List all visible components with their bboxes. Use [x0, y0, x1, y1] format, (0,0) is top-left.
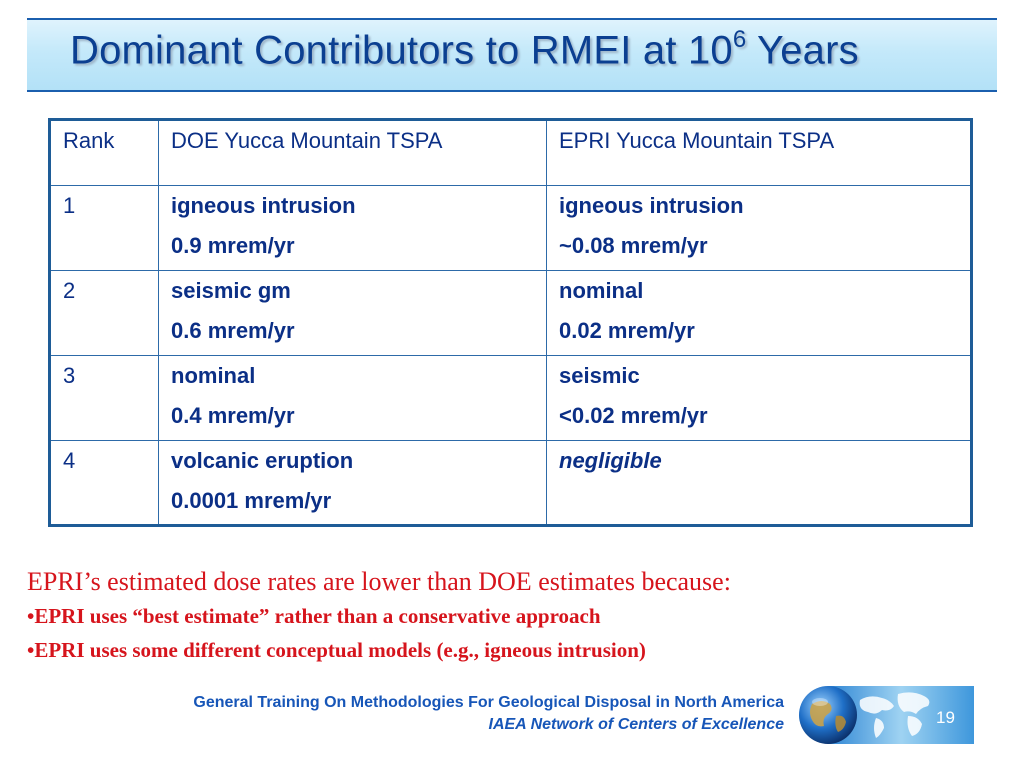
doe-cell: igneous intrusion 0.9 mrem/yr [158, 185, 547, 271]
title-main: Dominant Contributors to RMEI at 10 [70, 28, 733, 73]
title-banner [27, 18, 997, 92]
epri-dose: ~0.08 mrem/yr [559, 233, 708, 258]
epri-contributor: seismic [559, 363, 640, 388]
page-number: 19 [936, 708, 955, 727]
epri-contributor: igneous intrusion [559, 193, 744, 218]
table-header-row: Rank DOE Yucca Mountain TSPA EPRI Yucca … [49, 119, 972, 186]
doe-dose: 0.0001 mrem/yr [171, 488, 332, 513]
rank-cell: 2 [49, 270, 159, 356]
doe-cell: volcanic eruption 0.0001 mrem/yr [158, 440, 547, 526]
rank-cell: 3 [49, 355, 159, 441]
doe-contributor: seismic gm [171, 278, 291, 303]
doe-contributor: igneous intrusion [171, 193, 356, 218]
footer-line-1: General Training On Methodologies For Ge… [193, 694, 784, 711]
globe-world-map-logo-icon [799, 686, 974, 744]
doe-dose: 0.6 mrem/yr [171, 318, 295, 343]
slide-title: Dominant Contributors to RMEI at 106 Yea… [70, 26, 859, 73]
note-lead: EPRI’s estimated dose rates are lower th… [27, 567, 731, 596]
footer-line-2: IAEA Network of Centers of Excellence [488, 716, 785, 733]
contributors-table: Rank DOE Yucca Mountain TSPA EPRI Yucca … [48, 118, 973, 527]
note-bullet: •EPRI uses some different conceptual mod… [27, 638, 646, 662]
epri-cell: seismic <0.02 mrem/yr [546, 355, 972, 441]
epri-contributor: nominal [559, 278, 644, 303]
doe-dose: 0.4 mrem/yr [171, 403, 295, 428]
rank-cell: 4 [49, 440, 159, 526]
title-superscript: 6 [732, 26, 747, 53]
table-row: 4 volcanic eruption 0.0001 mrem/yr neglig… [49, 440, 972, 526]
note-bullet: •EPRI uses “best estimate” rather than a… [27, 604, 601, 628]
doe-contributor: nominal [171, 363, 256, 388]
header-epri: EPRI Yucca Mountain TSPA [546, 119, 972, 186]
header-rank: Rank [49, 119, 159, 186]
rank-cell: 1 [49, 185, 159, 271]
doe-cell: nominal 0.4 mrem/yr [158, 355, 547, 441]
table-row: 1 igneous intrusion 0.9 mrem/yr igneous i… [49, 185, 972, 271]
explanation-note: EPRI’s estimated dose rates are lower th… [27, 565, 997, 667]
epri-contributor: negligible [559, 448, 662, 473]
epri-cell: negligible [546, 440, 972, 526]
doe-dose: 0.9 mrem/yr [171, 233, 295, 258]
doe-cell: seismic gm 0.6 mrem/yr [158, 270, 547, 356]
epri-cell: nominal 0.02 mrem/yr [546, 270, 972, 356]
table-row: 3 nominal 0.4 mrem/yr seismic <0.02 mrem/y… [49, 355, 972, 441]
doe-contributor: volcanic eruption [171, 448, 354, 473]
epri-dose: <0.02 mrem/yr [559, 403, 708, 428]
epri-cell: igneous intrusion ~0.08 mrem/yr [546, 185, 972, 271]
title-end: Years [746, 28, 859, 73]
footer: General Training On Methodologies For Ge… [193, 692, 784, 736]
table-row: 2 seismic gm 0.6 mrem/yr nominal 0.02 mrem… [49, 270, 972, 356]
epri-dose: 0.02 mrem/yr [559, 318, 695, 343]
header-doe: DOE Yucca Mountain TSPA [158, 119, 547, 186]
